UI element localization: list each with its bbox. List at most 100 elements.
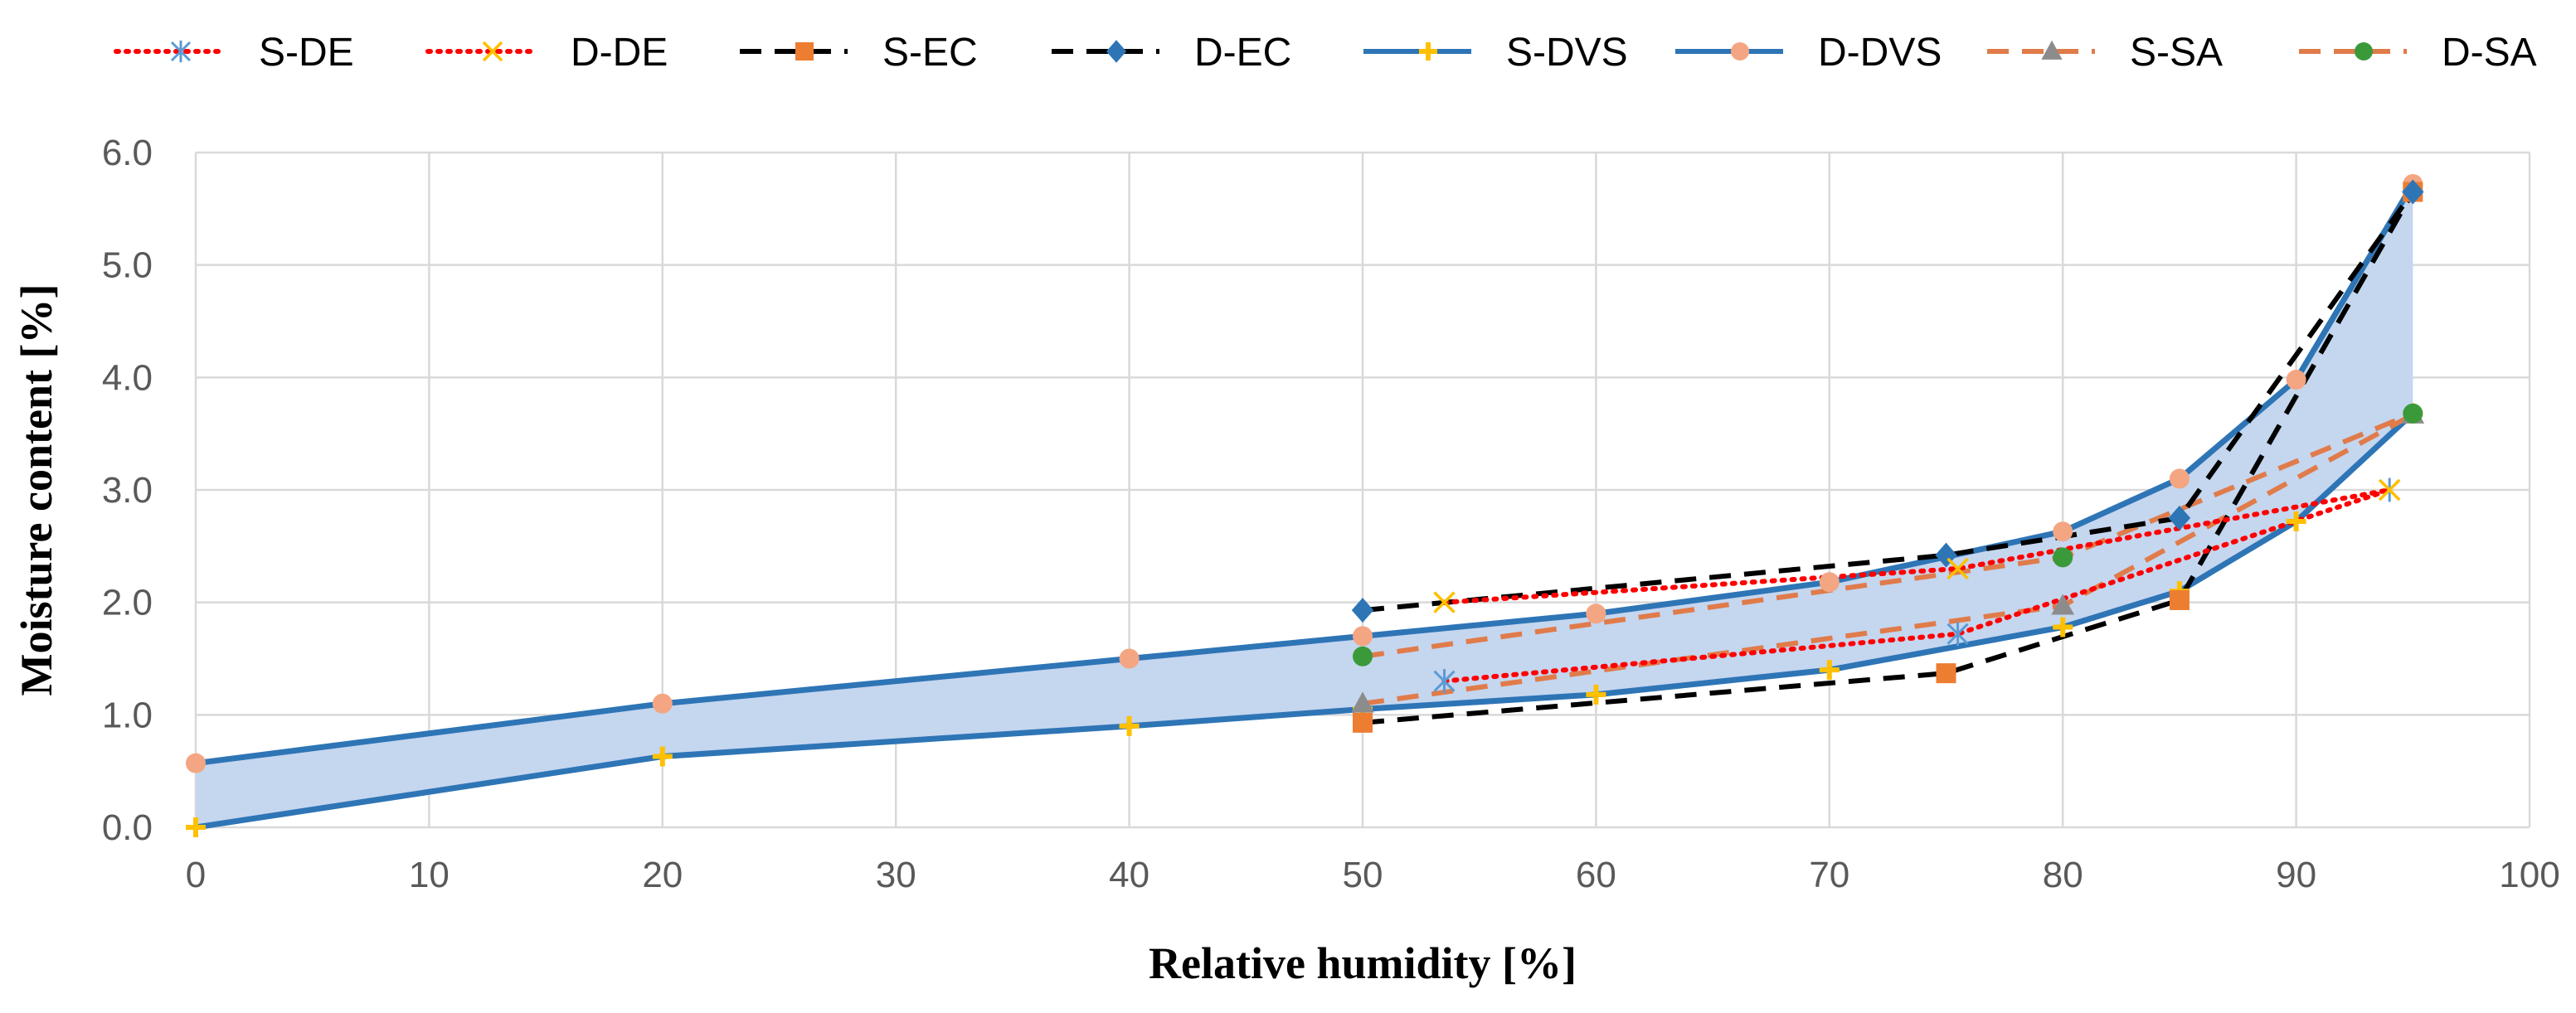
hysteresis-band: [196, 184, 2413, 827]
point-d-dvs: [2286, 370, 2306, 390]
x-tick-label: 10: [409, 855, 450, 895]
point-s-sa: [1351, 691, 1374, 713]
x-tick-label: 30: [876, 855, 916, 895]
legend-item-d-ec: D-EC: [1052, 31, 1291, 75]
point-d-dvs: [186, 753, 206, 773]
legend-marker-d-ec-shape: [1106, 40, 1127, 63]
legend-label-d-sa: D-SA: [2442, 31, 2537, 75]
point-d-dvs: [652, 693, 673, 714]
point-d-dvs: [1819, 572, 1840, 593]
point-s-sa: [2051, 594, 2074, 615]
legend-item-d-sa: D-SA: [2299, 31, 2537, 75]
y-tick-label: 5.0: [102, 245, 153, 286]
band-area: [196, 184, 2413, 827]
x-tick-label: 60: [1576, 855, 1616, 895]
x-axis-title: Relative humidity [%]: [1149, 938, 1577, 988]
point-d-dvs-shape: [1119, 648, 1140, 669]
x-tick-label: 90: [2276, 855, 2316, 895]
point-d-dvs: [1353, 626, 1373, 647]
y-axis-title: Moisture content [%]: [12, 284, 61, 696]
series-line-s-dvs: [195, 411, 2415, 831]
point-d-dvs-shape: [1586, 603, 1606, 624]
point-d-ec-shape: [2402, 179, 2424, 205]
point-d-ec: [1351, 598, 1374, 623]
series-line-d-dvs: [195, 182, 2416, 767]
point-s-ec: [1936, 663, 1956, 684]
point-d-de-b: [2378, 478, 2401, 502]
legend-label-s-de: S-DE: [259, 31, 354, 75]
point-s-ec-shape: [2169, 589, 2190, 610]
point-s-dvs: [186, 817, 206, 837]
y-tick-label: 3.0: [102, 470, 153, 511]
point-d-sa-shape: [2053, 547, 2073, 568]
point-d-ec: [2402, 179, 2424, 205]
point-d-sa: [2053, 547, 2073, 568]
point-s-dvs: [2053, 617, 2073, 637]
legend: S-DE D-DE S-EC D-EC S-DVS D-DVS S-SA D-SA: [114, 31, 2537, 75]
point-d-sa: [1353, 646, 1373, 666]
legend-marker-d-sa-shape: [2355, 42, 2373, 61]
point-d-de-b: [1947, 557, 1969, 580]
y-tick-label: 6.0: [102, 133, 153, 173]
legend-marker-d-sa: [2355, 42, 2373, 61]
legend-marker-s-sa-shape: [2041, 40, 2063, 60]
x-tick-label: 40: [1109, 855, 1149, 895]
point-d-ec-shape: [1351, 598, 1374, 623]
y-tick-label: 4.0: [102, 357, 153, 398]
point-s-ec: [1353, 712, 1373, 733]
point-d-sa-shape: [2403, 403, 2423, 424]
legend-item-d-dvs: D-DVS: [1675, 31, 1942, 75]
point-d-sa: [2403, 403, 2423, 424]
legend-marker-d-dvs: [1731, 42, 1749, 61]
point-d-dvs-shape: [2286, 370, 2306, 390]
legend-label-d-ec: D-EC: [1194, 31, 1291, 75]
point-d-sa-shape: [1353, 646, 1373, 666]
x-tick-label: 0: [186, 855, 206, 895]
x-tick-label: 70: [1809, 855, 1849, 895]
point-d-de-b: [1433, 591, 1456, 613]
point-d-dvs-shape: [2053, 521, 2073, 542]
point-s-dvs: [1586, 684, 1606, 705]
point-s-ec-shape: [1353, 712, 1373, 733]
legend-label-d-de: D-DE: [571, 31, 668, 75]
point-d-dvs-shape: [1353, 626, 1373, 647]
point-d-de: [1433, 591, 1456, 613]
point-s-de: [1947, 622, 1969, 647]
x-tick-label: 20: [642, 855, 683, 895]
legend-marker-d-de-b: [482, 41, 503, 62]
point-s-dvs: [1119, 715, 1140, 736]
x-tick-label: 80: [2043, 855, 2083, 895]
legend-marker-d-dvs-shape: [1731, 42, 1749, 61]
point-d-de: [2378, 478, 2401, 502]
legend-marker-s-sa: [2041, 40, 2063, 60]
point-d-dvs-shape: [2169, 468, 2190, 489]
point-d-ec-shape: [2168, 505, 2191, 531]
legend-label-s-ec: S-EC: [882, 31, 978, 75]
point-s-ec-shape: [1936, 663, 1956, 684]
legend-marker-s-de: [170, 40, 192, 63]
point-s-sa-shape: [2051, 594, 2074, 615]
point-d-dvs-shape: [1819, 572, 1840, 593]
legend-label-s-dvs: S-DVS: [1506, 31, 1628, 75]
point-s-de: [1433, 669, 1456, 694]
y-tick-label: 2.0: [102, 583, 153, 623]
point-d-dvs: [2169, 468, 2190, 489]
legend-item-s-dvs: S-DVS: [1363, 31, 1628, 75]
legend-item-s-ec: S-EC: [740, 31, 978, 75]
legend-marker-s-dvs: [1419, 42, 1437, 61]
x-tick-label: 100: [2499, 855, 2559, 895]
legend-marker-d-ec: [1106, 40, 1127, 63]
point-s-sa-shape: [1351, 691, 1374, 713]
x-tick-label: 50: [1343, 855, 1383, 895]
point-d-ec: [1935, 542, 1957, 568]
legend-label-s-sa: S-SA: [2130, 31, 2223, 75]
y-tick-label: 1.0: [102, 695, 153, 735]
tick-labels: 0 10 20 30 40 50 60 70 80 90 100 0.0 1.0 2.0 3.0 4.0 5.0…: [102, 133, 2560, 895]
point-d-dvs: [2053, 521, 2073, 542]
series-line-d-de: [1441, 487, 2393, 605]
point-s-dvs: [1819, 660, 1840, 681]
legend-label-d-dvs: D-DVS: [1818, 31, 1942, 75]
legend-marker-s-ec-shape: [795, 42, 814, 61]
point-d-dvs: [1119, 648, 1140, 669]
